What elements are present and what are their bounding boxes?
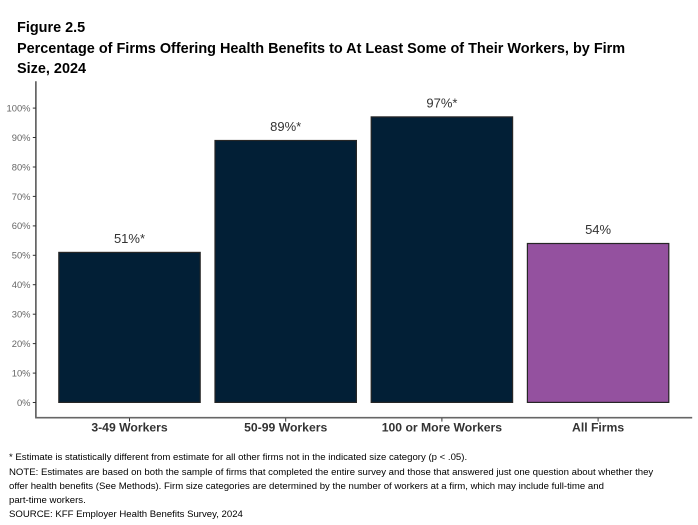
svg-text:97%*: 97%* (426, 95, 457, 110)
svg-text:20%: 20% (12, 338, 31, 349)
svg-text:60%: 60% (12, 220, 31, 231)
svg-text:80%: 80% (12, 161, 31, 172)
svg-text:89%*: 89%* (270, 119, 301, 134)
svg-text:100%: 100% (7, 102, 31, 113)
svg-text:30%: 30% (12, 309, 31, 320)
svg-text:50%: 50% (12, 250, 31, 261)
svg-text:3-49 Workers: 3-49 Workers (91, 421, 168, 435)
svg-text:40%: 40% (12, 279, 31, 290)
svg-text:54%: 54% (585, 222, 611, 237)
svg-text:100 or More Workers: 100 or More Workers (382, 421, 503, 435)
svg-text:70%: 70% (12, 191, 31, 202)
svg-text:51%*: 51%* (114, 231, 145, 246)
svg-text:0%: 0% (17, 397, 31, 408)
svg-text:90%: 90% (12, 132, 31, 143)
svg-text:10%: 10% (12, 367, 31, 378)
svg-text:50-99 Workers: 50-99 Workers (244, 421, 327, 435)
svg-text:All Firms: All Firms (572, 421, 624, 435)
